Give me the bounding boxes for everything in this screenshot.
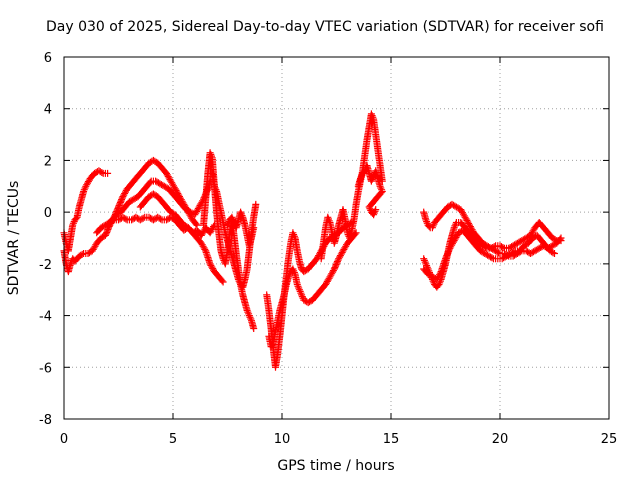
data-point-markers — [136, 190, 227, 286]
x-tick-label: 15 — [383, 432, 400, 447]
data-point-markers — [265, 229, 360, 351]
x-tick-label: 10 — [274, 432, 291, 447]
y-tick-label: -8 — [39, 413, 52, 428]
y-tick-label: -4 — [39, 310, 52, 325]
y-tick-label: 4 — [44, 103, 52, 118]
y-tick-labels: -8 -6 -4 -2 0 2 4 6 — [39, 51, 52, 428]
y-axis-title: SDTVAR / TECUs — [6, 181, 22, 296]
series-trace-e — [136, 190, 227, 286]
series-trace-l — [354, 162, 386, 219]
x-tick-label: 20 — [492, 432, 509, 447]
plot-frame — [63, 56, 610, 420]
data-point-markers — [420, 226, 558, 283]
data-point-markers — [354, 162, 386, 219]
chart-title: Day 030 of 2025, Sidereal Day-to-day VTE… — [46, 19, 604, 35]
data-point-markers — [224, 208, 258, 250]
series-trace-j — [265, 229, 360, 351]
axis-ticks — [63, 56, 610, 420]
x-axis-title: GPS time / hours — [277, 458, 394, 474]
y-tick-label: 6 — [44, 51, 52, 66]
x-tick-label: 5 — [169, 432, 177, 447]
x-tick-label: 25 — [601, 432, 618, 447]
x-tick-label: 0 — [60, 432, 68, 447]
y-tick-label: -2 — [39, 258, 52, 273]
series-trace-d — [93, 213, 218, 239]
y-tick-label: 2 — [44, 154, 52, 169]
data-points — [60, 110, 565, 371]
y-tick-label: 0 — [44, 206, 52, 221]
series-trace-o — [420, 226, 558, 283]
data-point-markers — [93, 213, 218, 239]
series-trace-h — [224, 208, 258, 250]
y-tick-label: -6 — [39, 361, 52, 376]
x-tick-labels: 0 5 10 15 20 25 — [60, 432, 617, 447]
